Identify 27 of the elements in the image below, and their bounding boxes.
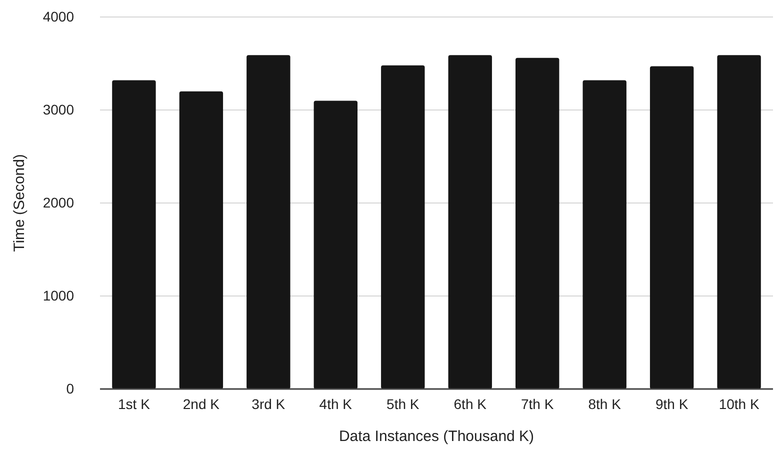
bar	[650, 66, 694, 389]
bar	[381, 65, 425, 389]
y-tick-label: 2000	[42, 194, 74, 210]
bar	[516, 58, 560, 389]
x-tick-label: 4th K	[319, 396, 353, 412]
x-tick-label: 1st K	[118, 396, 151, 412]
x-tick-label: 2nd K	[182, 396, 220, 412]
y-tick-label: 1000	[42, 287, 74, 304]
x-tick-label: 8th K	[588, 396, 622, 412]
bar	[314, 100, 358, 389]
y-tick-label: 0	[66, 380, 74, 396]
x-axis-title: Data Instances (Thousand K)	[338, 428, 534, 445]
x-tick-label: 3rd K	[252, 396, 286, 412]
y-axis-title: Time (Second)	[11, 154, 28, 252]
x-tick-label: 7th K	[521, 396, 554, 412]
y-tick-label: 3000	[42, 101, 74, 118]
bar	[717, 55, 761, 389]
x-tick-label: 6th K	[454, 396, 488, 412]
x-tick-label: 5th K	[386, 396, 420, 412]
bar	[582, 80, 626, 389]
x-tick-label: 9th K	[655, 396, 689, 412]
bar	[448, 55, 492, 389]
y-tick-label: 4000	[42, 8, 74, 24]
bar	[179, 91, 224, 389]
bar	[112, 80, 156, 389]
bar	[246, 55, 290, 389]
x-tick-label: 10th K	[718, 396, 760, 412]
